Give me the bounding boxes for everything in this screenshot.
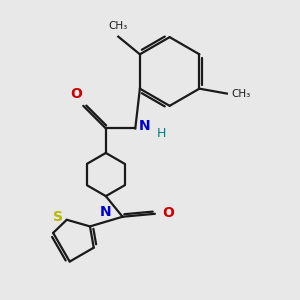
Text: S: S bbox=[53, 210, 63, 224]
Text: O: O bbox=[70, 87, 82, 101]
Text: N: N bbox=[100, 205, 112, 219]
Text: H: H bbox=[157, 127, 166, 140]
Text: O: O bbox=[162, 206, 174, 220]
Text: CH₃: CH₃ bbox=[109, 21, 128, 31]
Text: N: N bbox=[139, 119, 151, 134]
Text: CH₃: CH₃ bbox=[232, 88, 251, 99]
